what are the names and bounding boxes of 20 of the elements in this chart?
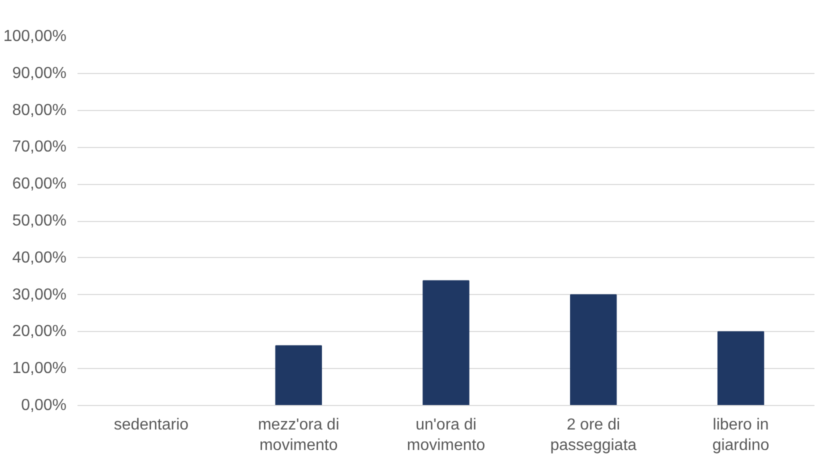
x-tick-label: sedentario — [114, 416, 189, 434]
bar — [275, 345, 322, 406]
bar — [422, 280, 470, 406]
y-tick-label: 20,00% — [12, 323, 66, 340]
y-tick-label: 100,00% — [3, 28, 67, 45]
y-tick-label: 90,00% — [12, 64, 66, 82]
y-tick-label: 40,00% — [12, 249, 66, 266]
y-tick-label: 50,00% — [12, 212, 66, 230]
y-tick-label: 60,00% — [12, 176, 66, 193]
y-tick-label: 30,00% — [12, 286, 66, 304]
x-tick-label: 2 ore di passeggiata — [550, 416, 637, 454]
y-tick-label: 70,00% — [12, 138, 66, 156]
bar — [717, 331, 764, 406]
x-tick-label: mezz'ora di movimento — [258, 416, 340, 454]
y-tick-label: 0,00% — [21, 397, 67, 414]
y-tick-label: 10,00% — [12, 360, 66, 378]
x-tick-label: libero in giardino — [712, 416, 770, 454]
x-tick-label: un'ora di movimento — [406, 416, 486, 454]
bar — [570, 294, 617, 406]
y-tick-label: 80,00% — [12, 102, 66, 119]
